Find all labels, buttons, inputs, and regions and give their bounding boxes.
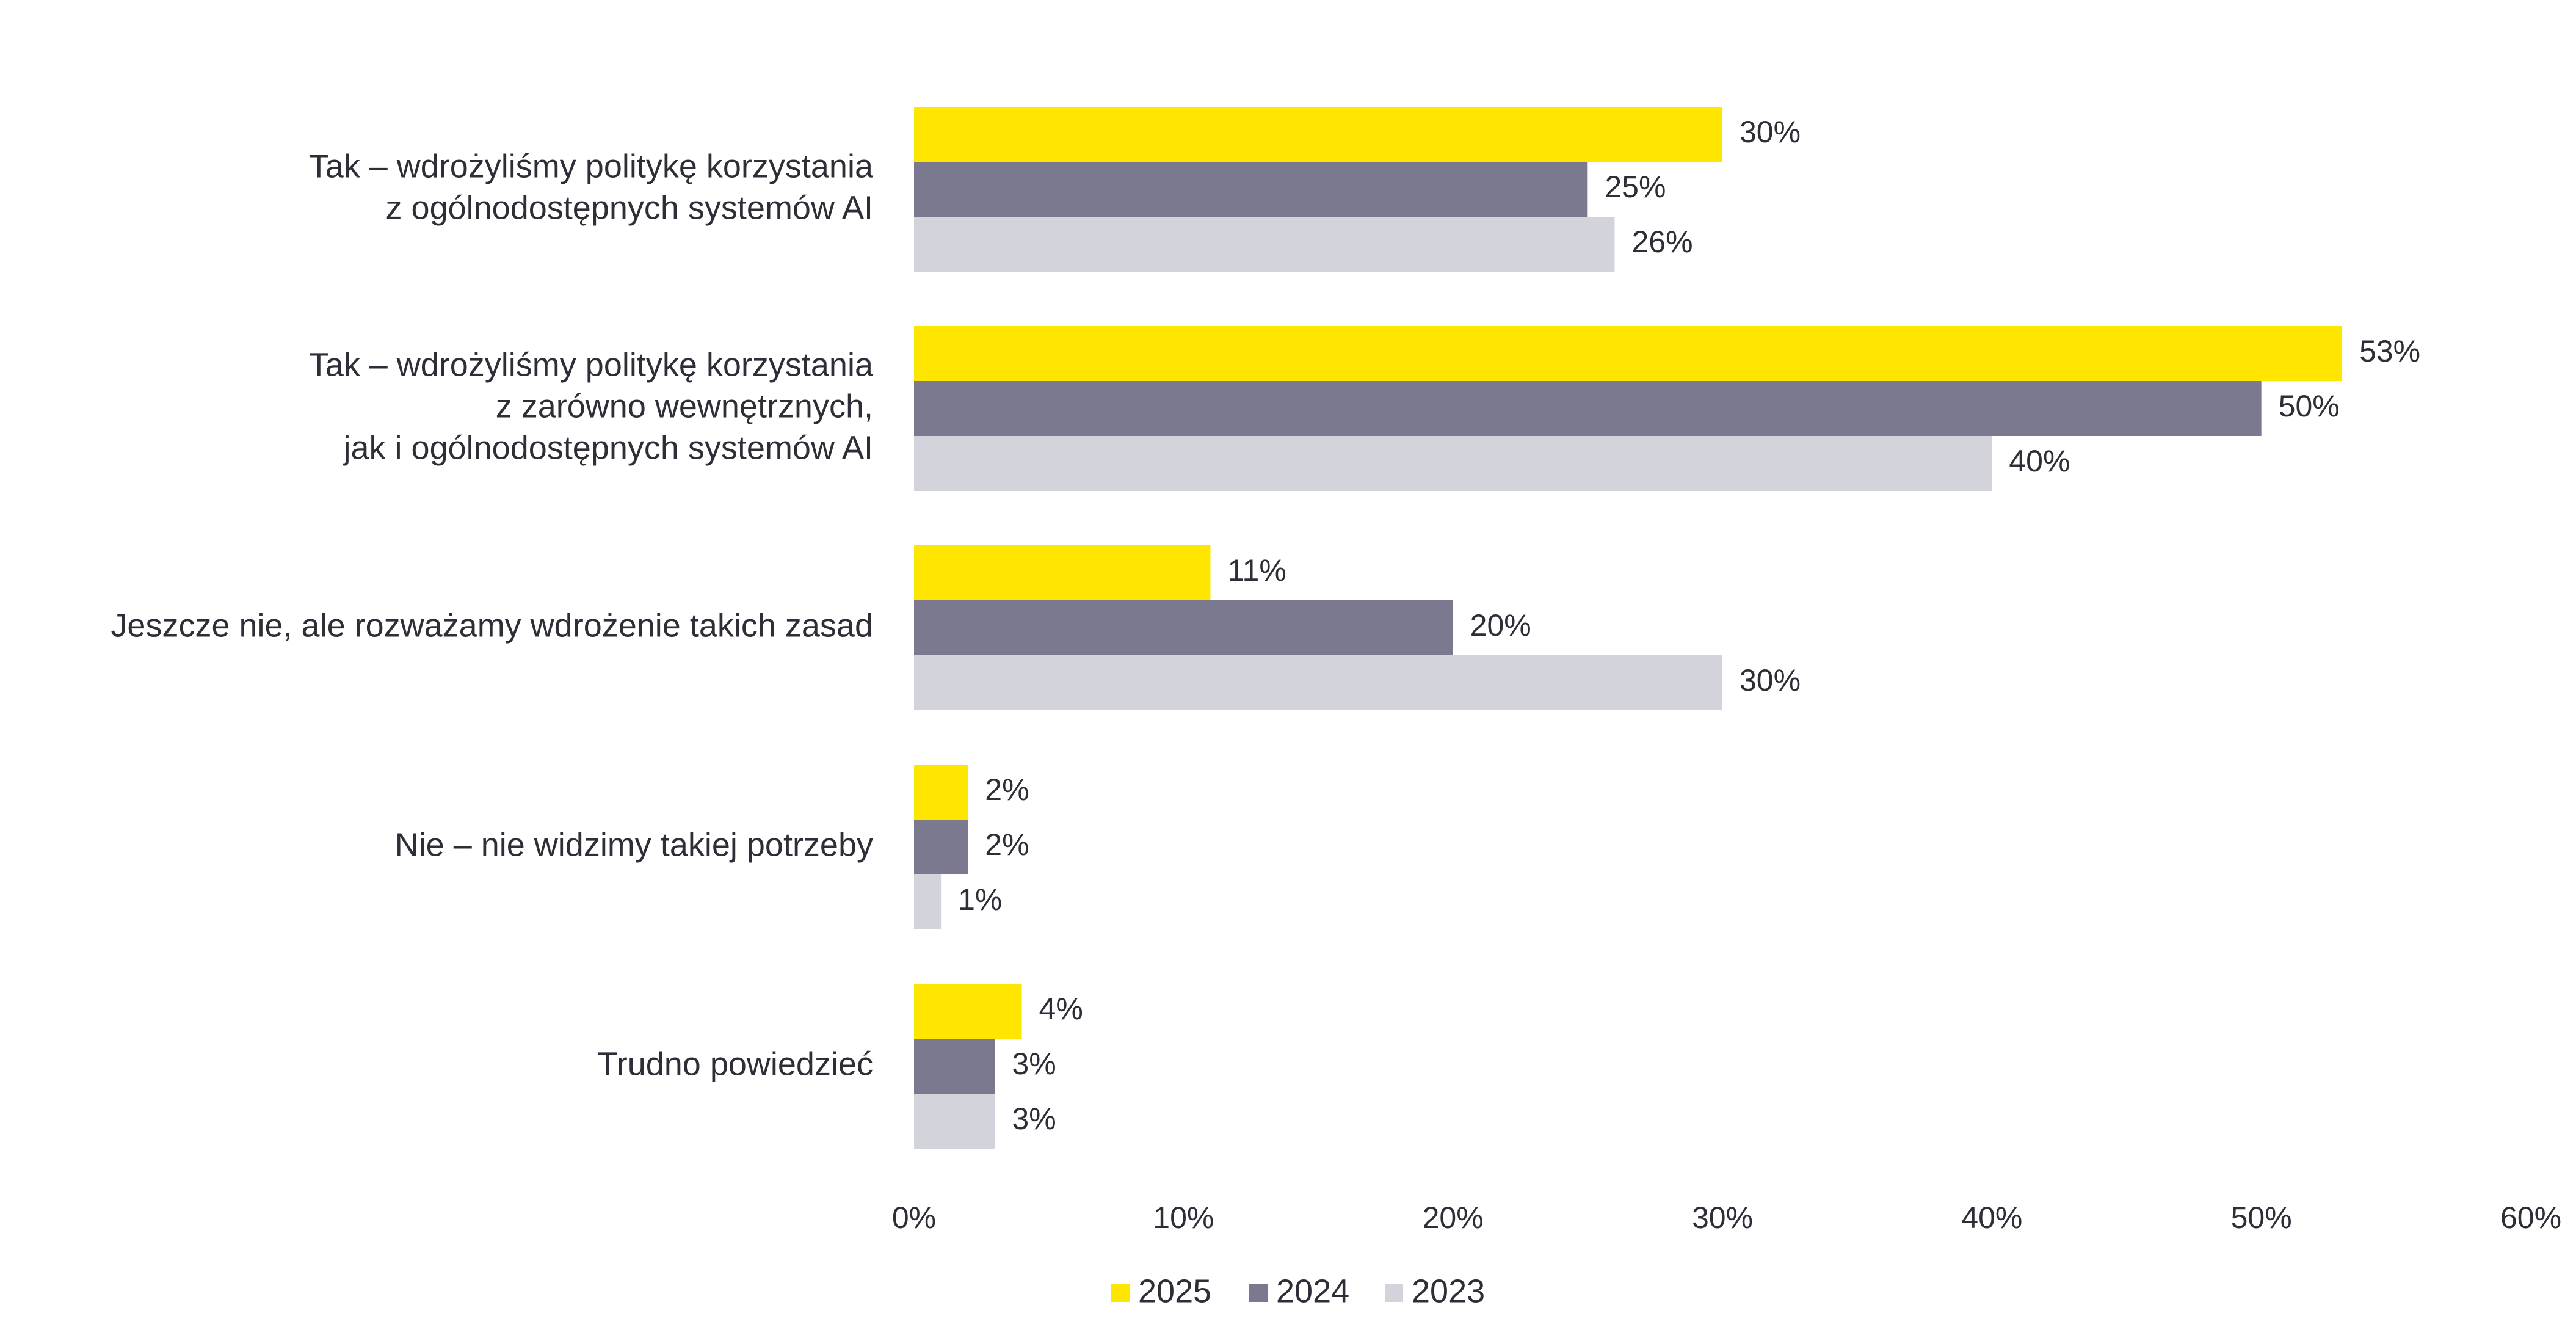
bar-2025-5 [914,984,1022,1039]
bar-2024-1 [914,162,1588,217]
value-label-2023-4: 1% [958,882,1002,917]
bar-2024-2 [914,381,2262,436]
x-tick-label-20: 20% [1423,1201,1484,1235]
legend-label-2025: 2025 [1138,1273,1211,1309]
x-tick-label-10: 10% [1153,1201,1214,1235]
bar-2023-1 [914,217,1615,272]
bar-2025-1 [914,107,1722,162]
category-label-2-line-3: jak i ogólnodostępnych systemów AI [343,429,873,466]
legend: 2025 2024 2023 [1111,1273,1485,1309]
x-tick-label-0: 0% [892,1201,936,1235]
value-label-2025-3: 11% [1227,553,1286,587]
x-tick-label-30: 30% [1692,1201,1753,1235]
value-label-2024-1: 25% [1605,170,1666,204]
category-label-2-line-2: z zarówno wewnętrznych, [496,388,873,424]
category-label-5-line-1: Trudno powiedzieć [598,1045,873,1082]
x-axis: 0% 10% 20% 30% 40% 50% 60% [892,1201,2561,1235]
value-label-2025-2: 53% [2359,334,2420,368]
x-tick-label-50: 50% [2231,1201,2292,1235]
bar-2024-5 [914,1039,995,1094]
bar-2025-2 [914,326,2343,381]
legend-swatch-2023 [1385,1284,1403,1302]
value-label-2025-4: 2% [985,773,1029,807]
value-label-2024-3: 20% [1470,608,1531,642]
legend-label-2024: 2024 [1276,1273,1349,1309]
value-label-2024-4: 2% [985,827,1029,862]
bar-2024-3 [914,600,1453,655]
legend-swatch-2024 [1249,1284,1268,1302]
value-label-2023-3: 30% [1740,663,1801,697]
legend-label-2023: 2023 [1412,1273,1485,1309]
category-label-3-line-1: Jeszcze nie, ale rozważamy wdrożenie tak… [111,607,873,644]
category-label-2-line-1: Tak – wdrożyliśmy politykę korzystania [309,346,874,383]
bar-2025-4 [914,765,968,820]
value-label-2025-1: 30% [1740,115,1801,149]
x-tick-label-60: 60% [2500,1201,2561,1235]
category-label-1-line-1: Tak – wdrożyliśmy politykę korzystania [309,148,874,184]
bar-2023-3 [914,655,1722,710]
value-label-2024-2: 50% [2279,389,2340,423]
x-tick-label-40: 40% [1961,1201,2022,1235]
bar-2023-2 [914,436,1992,491]
value-label-2024-5: 3% [1012,1047,1056,1081]
category-labels-group: Tak – wdrożyliśmy politykę korzystania z … [111,148,874,1082]
legend-swatch-2025 [1111,1284,1130,1302]
value-label-2023-1: 26% [1631,225,1693,259]
bar-2024-4 [914,820,968,874]
value-label-2023-2: 40% [2009,444,2070,478]
value-labels-group: 30% 25% 26% 53% 50% 40% 11% 20% 30% 2% 2% 1% 4% 3% 3% [958,115,2420,1136]
value-label-2025-5: 4% [1039,992,1083,1026]
category-label-4-line-1: Nie – nie widzimy takiej potrzeby [395,826,873,863]
category-label-1-line-2: z ogólnodostępnych systemów AI [386,189,873,226]
value-label-2023-5: 3% [1012,1102,1056,1136]
bar-2025-3 [914,545,1211,600]
bar-2023-5 [914,1094,995,1149]
bar-2023-4 [914,874,942,929]
bars-group [914,107,2343,1149]
